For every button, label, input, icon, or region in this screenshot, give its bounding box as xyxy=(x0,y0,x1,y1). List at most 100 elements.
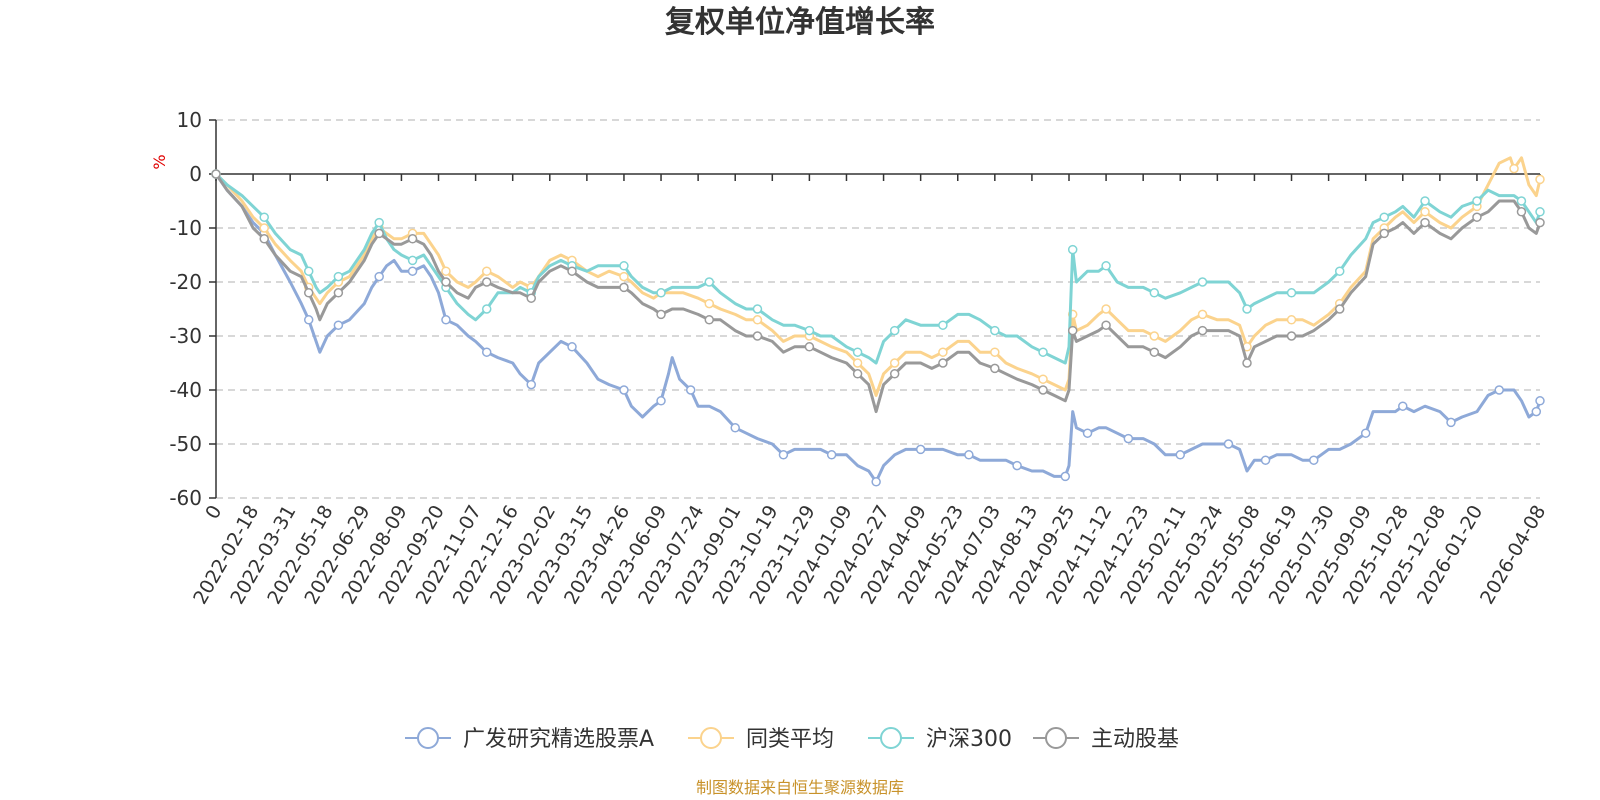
data-point xyxy=(1197,325,1208,336)
data-point xyxy=(333,320,344,330)
y-axis: 10 0 -10 -20 -30 -40 -50 -60 xyxy=(169,108,217,510)
data-point xyxy=(1334,266,1345,276)
legend-item-3[interactable]: 沪深300 xyxy=(868,727,1012,752)
data-point xyxy=(704,277,715,287)
data-point xyxy=(619,271,629,282)
data-point xyxy=(1535,207,1545,217)
data-point xyxy=(1398,401,1408,411)
y-tick-label: -50 xyxy=(169,432,202,456)
data-point xyxy=(1149,331,1160,341)
series-line-2 xyxy=(214,156,1542,397)
legend-label: 沪深300 xyxy=(926,727,1012,752)
data-point xyxy=(990,347,1000,357)
legend-swatch-marker xyxy=(417,727,439,749)
data-point xyxy=(778,450,789,460)
data-point xyxy=(374,228,384,239)
data-point xyxy=(656,288,666,298)
data-point xyxy=(1101,304,1111,314)
data-point xyxy=(730,423,740,433)
data-point xyxy=(871,477,881,487)
y-axis-unit: % xyxy=(150,154,169,169)
data-point xyxy=(1242,304,1252,314)
data-point xyxy=(656,396,666,406)
data-point xyxy=(704,298,715,309)
data-point xyxy=(1123,433,1134,444)
y-tick-label: -40 xyxy=(169,378,202,402)
legend-label: 同类平均 xyxy=(746,727,834,752)
data-point xyxy=(567,266,577,276)
data-point xyxy=(407,234,418,244)
legend-swatch-marker xyxy=(1045,727,1067,749)
data-point xyxy=(852,358,863,368)
data-point xyxy=(752,331,763,341)
data-point xyxy=(889,358,900,368)
data-point xyxy=(804,342,815,352)
data-point xyxy=(1101,261,1111,271)
y-tick-label: -60 xyxy=(169,486,202,510)
data-point xyxy=(938,320,948,330)
data-point xyxy=(407,266,418,276)
data-point xyxy=(211,169,221,179)
data-point xyxy=(1472,212,1482,222)
data-point xyxy=(1379,228,1389,239)
data-point xyxy=(333,271,344,282)
data-point xyxy=(567,342,577,352)
data-point xyxy=(526,293,536,303)
data-point xyxy=(1494,385,1504,395)
data-point xyxy=(441,315,451,325)
data-point xyxy=(1012,460,1022,471)
legend-item-2[interactable]: 同类平均 xyxy=(688,727,834,752)
data-point xyxy=(1516,207,1527,217)
data-point xyxy=(1360,428,1371,438)
data-point xyxy=(1067,325,1078,336)
data-point xyxy=(1038,385,1048,395)
data-point xyxy=(1286,315,1297,325)
data-point xyxy=(1197,277,1208,287)
series-line-3 xyxy=(214,172,1542,365)
data-point xyxy=(752,304,763,314)
data-point xyxy=(938,347,948,357)
legend-item-1[interactable]: 广发研究精选股票A xyxy=(405,727,654,752)
data-point xyxy=(303,266,314,276)
y-tick-label: 0 xyxy=(189,162,202,186)
data-point xyxy=(1175,450,1186,460)
data-point xyxy=(481,347,492,357)
data-point xyxy=(481,266,492,276)
data-point xyxy=(990,363,1000,374)
data-point xyxy=(374,271,384,282)
data-point xyxy=(1379,212,1389,222)
data-point xyxy=(1101,320,1111,330)
data-point xyxy=(1535,217,1545,228)
data-point xyxy=(303,315,314,325)
data-point xyxy=(1472,196,1482,206)
legend-swatch-marker xyxy=(700,727,722,749)
legend-item-4[interactable]: 主动股基 xyxy=(1033,727,1179,752)
data-point xyxy=(1197,309,1208,320)
chart-title: 复权单位净值增长率 xyxy=(665,5,935,40)
data-point xyxy=(1509,163,1519,174)
legend: 广发研究精选股票A 同类平均 沪深300 主动股基 xyxy=(405,727,1179,752)
data-point xyxy=(333,288,344,298)
data-point xyxy=(990,325,1000,336)
x-tick-label: 0 xyxy=(201,502,226,523)
data-point xyxy=(826,450,837,460)
data-point xyxy=(1420,196,1430,206)
data-source-note: 制图数据来自恒生聚源数据库 xyxy=(696,778,904,797)
x-tick-label: 2026-04-08 xyxy=(1476,502,1550,609)
data-point xyxy=(852,369,863,379)
data-point xyxy=(619,282,629,293)
data-point xyxy=(1334,304,1345,314)
data-point xyxy=(1420,217,1430,228)
series-line-4 xyxy=(214,173,1542,414)
data-point xyxy=(1149,347,1160,357)
data-point xyxy=(481,277,492,287)
data-point xyxy=(1067,244,1078,255)
plot-area xyxy=(211,156,1545,487)
data-point xyxy=(1535,396,1545,406)
data-point xyxy=(964,450,974,460)
legend-label: 主动股基 xyxy=(1091,727,1179,752)
y-tick-label: -20 xyxy=(169,270,202,294)
data-point xyxy=(259,223,269,233)
data-point xyxy=(1286,288,1297,298)
